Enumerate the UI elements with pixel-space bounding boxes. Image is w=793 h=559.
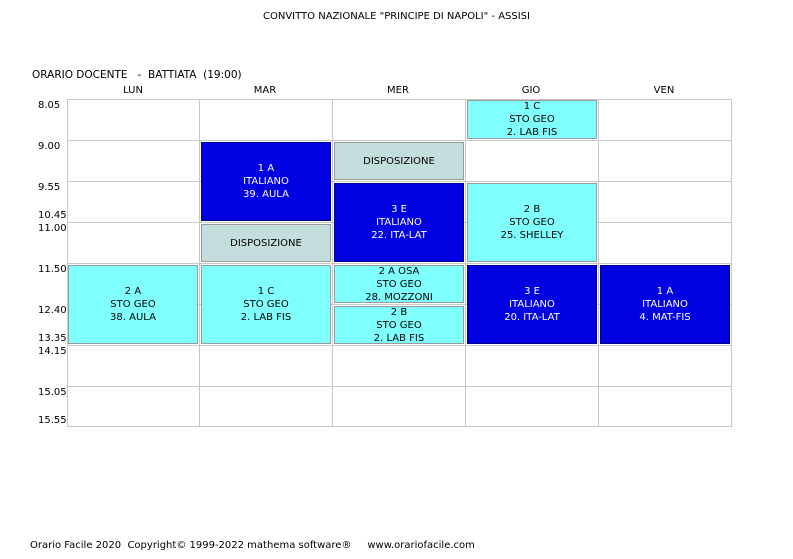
lesson-class: 2 A	[124, 286, 142, 297]
lesson-cell[interactable]: 3 E ITALIANO 20. ITA-LAT	[467, 265, 597, 344]
grid-divider	[67, 140, 732, 141]
disposizione-label: DISPOSIZIONE	[230, 237, 302, 249]
grid-divider	[67, 345, 732, 346]
day-header-ven: VEN	[653, 85, 675, 96]
lesson-cell[interactable]: 1 C STO GEO 2. LAB FIS	[467, 100, 597, 139]
time-label: 11.00	[38, 223, 67, 234]
lesson-cell[interactable]: 3 E ITALIANO 22. ITA-LAT	[334, 183, 464, 262]
grid-divider	[67, 263, 732, 264]
grid-divider	[67, 304, 732, 305]
lesson-class: 2 B	[390, 306, 408, 318]
lesson-class: 1 C	[257, 286, 275, 297]
time-label: 13.35	[38, 333, 67, 344]
disposizione-label: DISPOSIZIONE	[363, 155, 435, 167]
lesson-room: 20. ITA-LAT	[504, 312, 560, 323]
day-header-lun: LUN	[123, 85, 143, 96]
time-label: 15.55	[38, 415, 67, 426]
lesson-subject: ITALIANO	[509, 299, 555, 310]
lesson-room: 28. MOZZONI	[365, 291, 433, 303]
day-header-mar: MAR	[253, 85, 277, 96]
lesson-class: 3 E	[391, 204, 407, 215]
time-label: 12.40	[38, 305, 67, 316]
footer-copyright: Orario Facile 2020 Copyright© 1999-2022 …	[30, 540, 475, 551]
lesson-room: 38. AULA	[110, 312, 156, 323]
time-label: 10.45	[38, 210, 67, 221]
grid-divider	[67, 181, 732, 182]
lesson-subject: STO GEO	[376, 278, 422, 290]
lesson-room: 2. LAB FIS	[373, 332, 425, 344]
day-header-gio: GIO	[521, 85, 541, 96]
schedule-title: ORARIO DOCENTE - BATTIATA (19:00)	[32, 69, 242, 81]
time-label: 9.00	[38, 141, 61, 152]
lesson-cell[interactable]: 2 A OSA STO GEO 28. MOZZONI	[334, 265, 464, 303]
lesson-class: 1 A	[257, 163, 275, 174]
lesson-subject: STO GEO	[243, 299, 289, 310]
lesson-subject: ITALIANO	[642, 299, 688, 310]
lesson-room: 4. MAT-FIS	[639, 312, 691, 323]
time-label: 11.50	[38, 264, 67, 275]
lesson-class: 2 B	[523, 204, 541, 215]
lesson-cell[interactable]: 2 A STO GEO 38. AULA	[68, 265, 198, 344]
school-title: CONVITTO NAZIONALE "PRINCIPE DI NAPOLI" …	[263, 11, 530, 22]
grid-divider	[67, 386, 732, 387]
day-header-mer: MER	[387, 85, 409, 96]
lesson-cell[interactable]: 1 A ITALIANO 4. MAT-FIS	[600, 265, 730, 344]
lesson-subject: ITALIANO	[243, 176, 289, 187]
lesson-class: 2 A OSA	[378, 265, 420, 277]
time-label: 8.05	[38, 100, 61, 111]
lesson-subject: STO GEO	[376, 319, 422, 331]
lesson-room: 25. SHELLEY	[500, 230, 564, 241]
lesson-subject: STO GEO	[509, 217, 555, 228]
lesson-room: 2. LAB FIS	[240, 312, 292, 323]
lesson-cell[interactable]: 1 C STO GEO 2. LAB FIS	[201, 265, 331, 344]
lesson-room: 22. ITA-LAT	[371, 230, 427, 241]
disposizione-cell[interactable]: DISPOSIZIONE	[334, 142, 464, 180]
disposizione-cell[interactable]: DISPOSIZIONE	[201, 224, 331, 262]
lesson-room: 39. AULA	[243, 189, 289, 200]
time-label: 15.05	[38, 387, 67, 398]
lesson-class: 3 E	[524, 286, 540, 297]
lesson-room: 2. LAB FIS	[506, 127, 558, 138]
lesson-cell[interactable]: 2 B STO GEO 25. SHELLEY	[467, 183, 597, 262]
lesson-cell[interactable]: 1 A ITALIANO 39. AULA	[201, 142, 331, 221]
time-label: 14.15	[38, 346, 67, 357]
lesson-subject: STO GEO	[509, 114, 555, 125]
lesson-subject: STO GEO	[110, 299, 156, 310]
lesson-subject: ITALIANO	[376, 217, 422, 228]
lesson-cell[interactable]: 2 B STO GEO 2. LAB FIS	[334, 306, 464, 344]
lesson-class: 1 A	[656, 286, 674, 297]
time-label: 9.55	[38, 182, 61, 193]
lesson-class: 1 C	[523, 101, 541, 112]
